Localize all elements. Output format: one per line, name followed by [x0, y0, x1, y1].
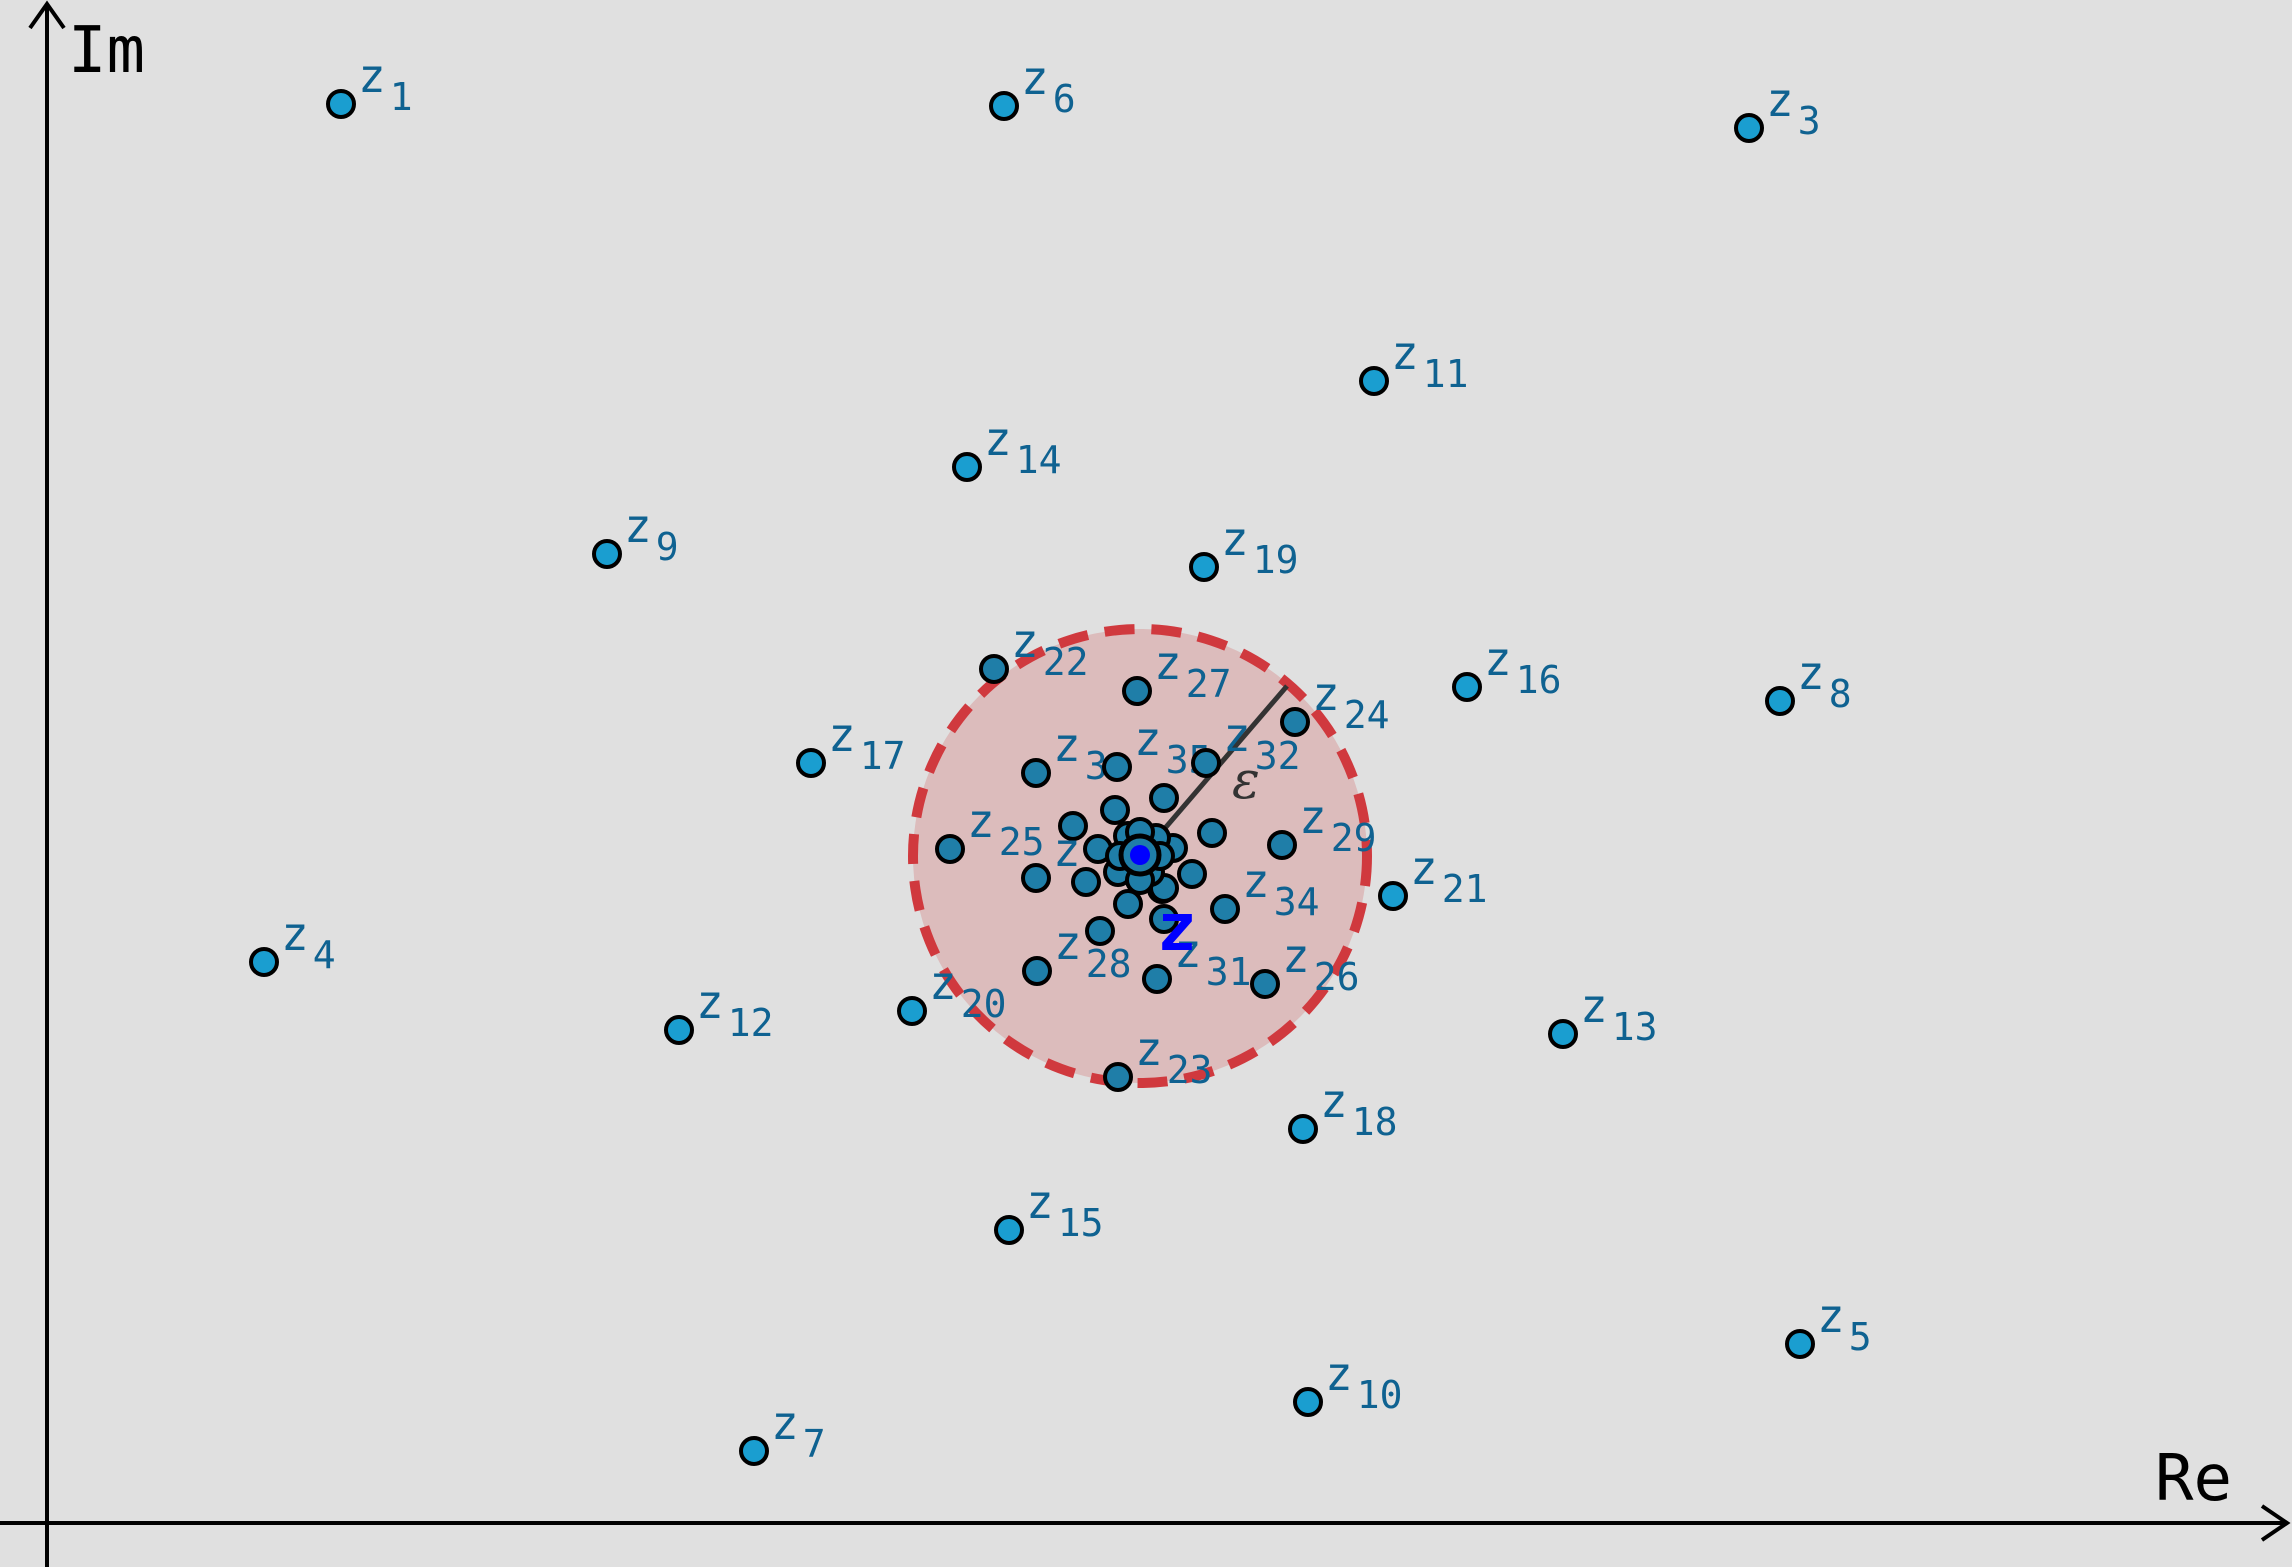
cluster-point — [1085, 916, 1115, 946]
cluster-point — [1177, 859, 1207, 889]
sample-point — [1191, 748, 1221, 778]
sample-point — [592, 539, 622, 569]
real-axis-arrowhead — [2260, 1504, 2291, 1542]
sample-point — [249, 947, 279, 977]
sample-point — [1021, 863, 1051, 893]
cluster-point — [1113, 889, 1143, 919]
sample-point — [1785, 1329, 1815, 1359]
sample-point — [1210, 894, 1240, 924]
cluster-point — [1149, 904, 1179, 934]
cluster-point — [1100, 795, 1130, 825]
sample-point-label: z 11 — [1391, 326, 1468, 396]
epsilon-label: ε — [1232, 751, 1260, 811]
sample-point — [994, 1215, 1024, 1245]
sample-point — [1022, 956, 1052, 986]
sample-point — [1734, 113, 1764, 143]
sample-point-label: z 19 — [1221, 512, 1298, 582]
sample-point — [935, 834, 965, 864]
sample-point — [1280, 707, 1310, 737]
sample-point — [1103, 1062, 1133, 1092]
sample-point-label: z 16 — [1484, 632, 1561, 702]
sample-point-label: z 26 — [1282, 929, 1359, 999]
sample-point-label: z 10 — [1325, 1347, 1402, 1417]
sample-point — [979, 654, 1009, 684]
center-point — [1130, 845, 1150, 865]
sample-point — [796, 748, 826, 778]
sample-point — [897, 996, 927, 1026]
sample-point — [1021, 758, 1051, 788]
sample-point-label: z 27 — [1154, 636, 1231, 706]
sample-point — [1122, 676, 1152, 706]
sample-point-label: z 15 — [1026, 1175, 1103, 1245]
sample-point-label: z 25 — [967, 794, 1044, 864]
sample-point-label: z 31 — [1174, 924, 1251, 994]
sample-point — [1250, 969, 1280, 999]
sample-point-label: z 17 — [828, 708, 905, 778]
sample-point — [1267, 830, 1297, 860]
sample-points: z 1 z 3z 6z 11z 14z 9 z 19z 16 z 8z 22 z 27 z 24z 17 z 3 z 35 z… — [249, 49, 1872, 1466]
sample-point-label: z 22 — [1011, 614, 1088, 684]
sample-point — [1548, 1019, 1578, 1049]
sample-point-label: z 23 — [1135, 1022, 1212, 1092]
sample-point-label: z 18 — [1320, 1074, 1397, 1144]
sample-point-label: z 12 — [696, 975, 773, 1045]
sample-point — [1359, 366, 1389, 396]
imaginary-axis-arrowhead — [28, 0, 66, 30]
sample-point — [1102, 752, 1132, 782]
cluster-point — [1058, 811, 1088, 841]
sample-point — [1378, 881, 1408, 911]
sample-point-label: z 24 — [1312, 667, 1389, 737]
sample-point-label: z 20 — [929, 956, 1006, 1026]
imaginary-axis-label: Im — [68, 14, 145, 88]
cluster-point — [1197, 818, 1227, 848]
sample-point — [326, 89, 356, 119]
sample-point-label: z 29 — [1299, 790, 1376, 860]
sample-point — [1293, 1387, 1323, 1417]
center-label: z — [1157, 889, 1197, 966]
sample-point — [664, 1015, 694, 1045]
sample-point — [989, 91, 1019, 121]
sample-point-label: z — [1053, 823, 1081, 877]
sample-point-label: z 28 — [1054, 916, 1131, 986]
cluster-point — [1149, 783, 1179, 813]
sample-point-label: z 34 — [1242, 854, 1319, 924]
sample-point — [1452, 672, 1482, 702]
cluster-point — [1071, 867, 1101, 897]
sample-point-label: z 13 — [1580, 979, 1657, 1049]
sample-point — [1142, 964, 1172, 994]
sample-point-label: z 32 — [1223, 708, 1300, 778]
sample-point-label: z 14 — [984, 412, 1061, 482]
sample-point — [1288, 1114, 1318, 1144]
sample-point — [1765, 686, 1795, 716]
sample-point — [952, 452, 982, 482]
real-axis-label: Re — [2155, 1442, 2232, 1516]
sample-point — [739, 1436, 769, 1466]
sample-point-label: z 21 — [1410, 841, 1487, 911]
sample-point — [1189, 552, 1219, 582]
